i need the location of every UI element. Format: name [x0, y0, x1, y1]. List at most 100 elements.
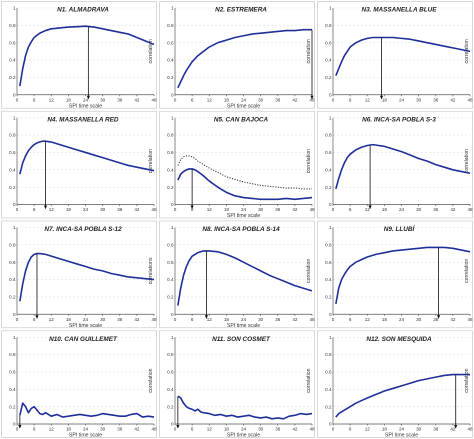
y-tick-label: 1 — [13, 225, 16, 230]
chart-panel: 0 0.2 0.4 0.6 0.8 1 0 6 12 18 24 30 36 42 48 N2. ESTREM… — [159, 1, 315, 109]
series-line — [335, 373, 470, 418]
x-tick-label: 6 — [33, 207, 36, 212]
y-tick-label: 1 — [171, 225, 174, 230]
peak-arrow-head — [190, 205, 194, 209]
x-tick-label: 12 — [365, 97, 371, 102]
x-tick-label: 24 — [399, 97, 405, 102]
chart-title: N3. MASSANELLA BLUE — [361, 7, 437, 14]
x-tick-label: 36 — [275, 97, 281, 102]
y-axis-label: correlation — [306, 259, 312, 283]
y-tick-label: 0.6 — [9, 260, 16, 265]
x-tick-label: 24 — [83, 317, 89, 322]
y-tick-label: 0.6 — [325, 40, 332, 45]
x-axis-label: SPI time scale — [69, 103, 102, 109]
peak-arrow-head — [437, 315, 441, 319]
x-tick-label: 12 — [49, 317, 55, 322]
y-tick-label: 0.8 — [167, 242, 174, 247]
panel-frame — [1, 1, 157, 109]
y-tick-label: 1 — [329, 225, 332, 230]
series-line — [177, 28, 312, 89]
y-axis-label: correlation — [464, 368, 470, 392]
x-tick-label: 36 — [433, 317, 439, 322]
y-tick-label: 0.6 — [167, 40, 174, 45]
x-tick-label: 6 — [33, 427, 36, 432]
x-tick-label: 48 — [467, 97, 473, 102]
x-tick-label: 30 — [416, 427, 422, 432]
x-tick-label: 36 — [275, 207, 281, 212]
y-tick-label: 0.8 — [167, 352, 174, 357]
x-tick-label: 30 — [416, 317, 422, 322]
y-axis-label: correlation — [464, 259, 470, 283]
y-tick-label: 0 — [13, 312, 16, 317]
x-axis-label: SPI time scale — [69, 433, 102, 439]
chart-title: N4. MASSANELLA RED — [47, 116, 119, 123]
x-tick-label: 18 — [382, 427, 388, 432]
x-tick-label: 0 — [174, 97, 177, 102]
x-tick-label: 30 — [100, 427, 106, 432]
x-axis-label: SPI time scale — [227, 213, 260, 219]
y-tick-label: 0.8 — [167, 23, 174, 28]
x-tick-label: 6 — [349, 207, 352, 212]
x-tick-label: 42 — [450, 207, 456, 212]
x-tick-label: 24 — [83, 97, 89, 102]
x-tick-label: 42 — [450, 427, 456, 432]
x-tick-label: 6 — [33, 317, 36, 322]
x-tick-label: 18 — [382, 207, 388, 212]
x-tick-label: 18 — [224, 97, 230, 102]
chart-panel: 0 0.2 0.4 0.6 0.8 1 0 6 12 18 24 30 36 42 48 N10. CAN G… — [1, 330, 157, 439]
panel-frame — [317, 220, 473, 329]
x-tick-label: 36 — [433, 427, 439, 432]
y-tick-label: 0.4 — [325, 277, 332, 282]
x-tick-label: 30 — [416, 97, 422, 102]
x-tick-label: 48 — [309, 97, 315, 102]
y-axis-label: correlations — [148, 257, 154, 284]
x-tick-label: 42 — [134, 97, 140, 102]
x-tick-label: 30 — [258, 97, 264, 102]
x-tick-label: 36 — [433, 97, 439, 102]
y-tick-label: 0 — [329, 312, 332, 317]
x-tick-label: 24 — [83, 207, 89, 212]
y-tick-label: 0 — [171, 312, 174, 317]
panel-frame — [317, 1, 473, 109]
x-tick-label: 24 — [241, 207, 247, 212]
series-line — [177, 395, 313, 420]
y-tick-label: 0.4 — [325, 58, 332, 63]
y-tick-label: 0.8 — [325, 242, 332, 247]
chart-title: N8. INCA-SA POBLA S-14 — [202, 226, 280, 233]
series-line — [335, 143, 471, 190]
y-axis-label: correlation — [148, 149, 154, 173]
y-tick-label: 0.4 — [9, 167, 16, 172]
y-tick-label: 0.4 — [9, 277, 16, 282]
x-tick-label: 48 — [467, 427, 473, 432]
y-tick-label: 1 — [13, 115, 16, 120]
y-tick-label: 1 — [329, 335, 332, 340]
x-tick-label: 18 — [224, 427, 230, 432]
y-tick-label: 1 — [171, 6, 174, 11]
series-line — [335, 246, 471, 304]
x-tick-label: 0 — [332, 207, 335, 212]
x-tick-label: 18 — [382, 317, 388, 322]
y-tick-label: 0.8 — [325, 23, 332, 28]
x-tick-label: 42 — [292, 207, 298, 212]
x-tick-label: 42 — [292, 97, 298, 102]
x-tick-label: 6 — [191, 427, 194, 432]
x-tick-label: 36 — [117, 207, 123, 212]
chart-panel: 0 0.2 0.4 0.6 0.8 1 0 6 12 18 24 30 36 42 48 N5. CAN BA… — [159, 110, 315, 219]
x-tick-label: 24 — [399, 427, 405, 432]
chart-panel: 0 0.2 0.4 0.6 0.8 1 0 6 12 18 24 30 36 42 48 N12. SON M… — [317, 330, 473, 439]
y-tick-label: 0.2 — [9, 185, 16, 190]
y-tick-label: 0.2 — [9, 75, 16, 80]
peak-arrow-head — [43, 205, 48, 209]
chart-panel: 0 0.2 0.4 0.6 0.8 1 0 6 12 18 24 30 36 42 48 N8. INCA-S… — [159, 220, 315, 329]
y-axis-label: correlation — [306, 149, 312, 173]
y-tick-label: 1 — [13, 335, 16, 340]
x-tick-label: 12 — [365, 207, 371, 212]
y-tick-label: 0.8 — [325, 133, 332, 138]
x-tick-label: 12 — [207, 427, 213, 432]
x-tick-label: 12 — [49, 207, 55, 212]
y-tick-label: 0.4 — [167, 58, 174, 63]
peak-arrow-head — [176, 425, 180, 429]
x-tick-label: 30 — [100, 97, 106, 102]
y-tick-label: 0.2 — [9, 295, 16, 300]
x-tick-label: 42 — [292, 317, 298, 322]
